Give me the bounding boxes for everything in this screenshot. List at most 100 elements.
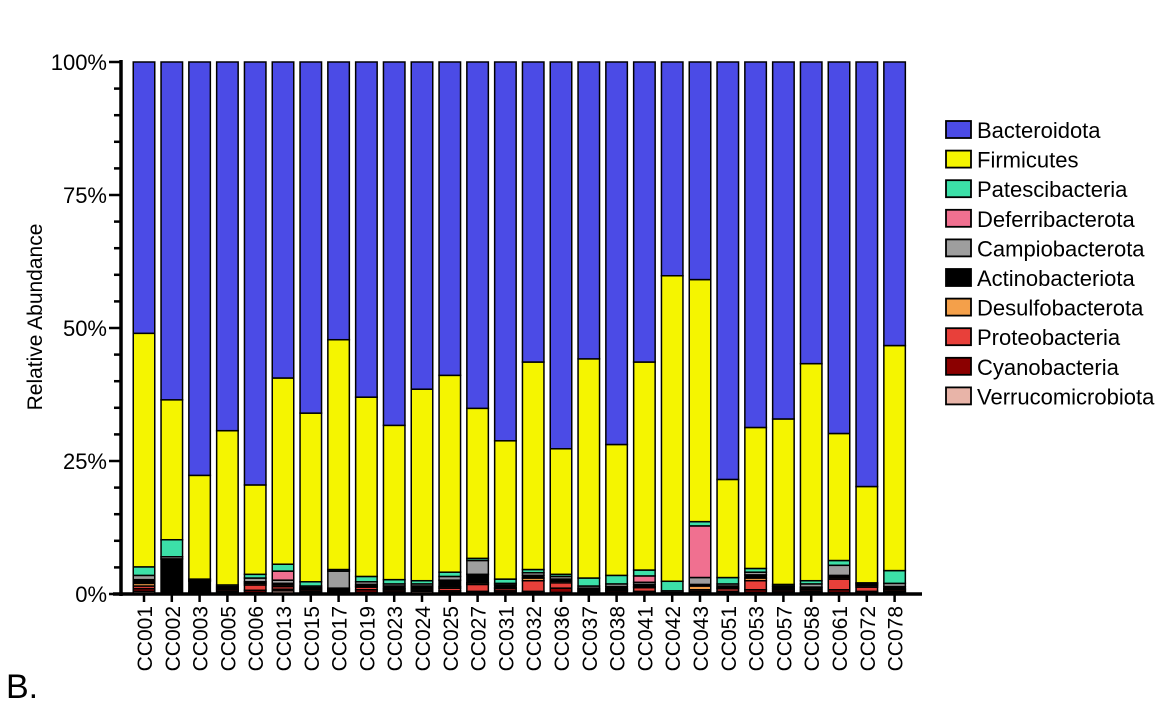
- x-tick-label: CC057: [773, 606, 796, 671]
- legend-swatch-desulfobacterota: [945, 297, 972, 317]
- bar-segment-CC072-bacteroidota: [855, 61, 879, 488]
- bar-segment-CC017-bacteroidota: [327, 61, 351, 341]
- bar-segment-CC037-firmicutes: [577, 358, 601, 579]
- bar-CC037: [577, 61, 601, 595]
- bar-segment-CC006-bacteroidota: [243, 61, 267, 486]
- x-tick-label: CC024: [412, 606, 435, 672]
- bar-segment-CC078-bacteroidota: [883, 61, 907, 347]
- legend-swatch-campiobacterota: [945, 238, 972, 258]
- legend-label-verrucomicrobiota: Verrucomicrobiota: [977, 384, 1155, 409]
- x-tick-label: CC061: [829, 606, 852, 671]
- bar-segment-CC025-firmicutes: [438, 374, 462, 573]
- bar-segment-CC058-firmicutes: [799, 362, 823, 582]
- legend-swatch-actinobacteriota: [945, 268, 972, 287]
- bar-segment-CC043-firmicutes: [688, 278, 712, 523]
- x-tick-label: CC031: [495, 606, 518, 671]
- legend-swatch-verrucomicrobiota: [945, 386, 972, 406]
- bar-segment-CC037-patescibacteria: [577, 577, 601, 587]
- bar-segment-CC061-proteobacteria: [827, 578, 851, 591]
- bar-segment-CC027-firmicutes: [466, 407, 490, 560]
- legend-swatch-patescibacteria: [945, 179, 972, 199]
- bar-segment-CC041-deferribacterota: [632, 575, 656, 584]
- bar-segment-CC036-proteobacteria: [549, 582, 573, 589]
- bar-segment-CC031-bacteroidota: [493, 61, 517, 442]
- bar-CC041: [632, 61, 656, 595]
- bar-segment-CC051-patescibacteria: [716, 576, 740, 585]
- bar-segment-CC013-bacteroidota: [271, 61, 295, 379]
- bar-CC013: [271, 61, 295, 595]
- bar-segment-CC023-firmicutes: [382, 424, 406, 581]
- bar-CC078: [883, 61, 907, 595]
- bar-CC006: [243, 61, 267, 595]
- x-tick-label: CC019: [356, 606, 379, 671]
- bar-segment-CC041-firmicutes: [632, 361, 656, 571]
- x-tick-label: CC027: [468, 606, 491, 671]
- bar-segment-CC025-actinobacteriota: [438, 579, 462, 588]
- legend-swatch-cyanobacteria: [945, 356, 972, 376]
- bar-segment-CC031-firmicutes: [493, 440, 517, 580]
- bar-segment-CC036-firmicutes: [549, 448, 573, 576]
- bar-segment-CC002-actinobacteriota: [160, 558, 184, 595]
- bar-segment-CC001-bacteroidota: [132, 61, 156, 335]
- bar-segment-CC019-firmicutes: [354, 396, 378, 578]
- legend-label-firmicutes: Firmicutes: [977, 148, 1078, 173]
- bar-segment-CC041-bacteroidota: [632, 61, 656, 363]
- bar-segment-CC005-firmicutes: [215, 429, 239, 586]
- bar-CC017: [327, 61, 351, 595]
- y-axis-label: Relative Abundance: [24, 224, 47, 411]
- bar-CC015: [299, 61, 323, 595]
- x-tick-label: CC001: [134, 606, 157, 671]
- bar-segment-CC036-bacteroidota: [549, 61, 573, 450]
- bars-layer: [132, 61, 907, 595]
- bar-segment-CC042-firmicutes: [660, 275, 684, 583]
- bar-segment-CC072-firmicutes: [855, 485, 879, 584]
- x-tick-label: CC042: [662, 606, 685, 671]
- x-tick-label: CC006: [245, 606, 268, 671]
- panel-label: B.: [6, 668, 39, 706]
- y-tick-label: 25%: [63, 449, 107, 474]
- bar-CC027: [466, 61, 490, 595]
- bar-segment-CC027-actinobacteriota: [466, 573, 490, 584]
- bar-segment-CC019-bacteroidota: [354, 61, 378, 398]
- bar-segment-CC043-campiobacterota: [688, 576, 712, 586]
- x-tick-label: CC051: [718, 606, 741, 671]
- bar-segment-CC027-campiobacterota: [466, 559, 490, 576]
- x-tick-label: CC032: [523, 606, 546, 671]
- bar-segment-CC032-proteobacteria: [521, 579, 545, 593]
- bar-CC005: [215, 61, 239, 595]
- bar-segment-CC003-bacteroidota: [188, 61, 212, 477]
- bar-segment-CC003-actinobacteriota: [188, 580, 212, 593]
- legend-swatch-bacteroidota: [945, 120, 972, 139]
- bar-CC001: [132, 61, 156, 595]
- bar-segment-CC037-bacteroidota: [577, 61, 601, 360]
- bar-segment-CC023-bacteroidota: [382, 61, 406, 427]
- bar-segment-CC032-firmicutes: [521, 361, 545, 571]
- bar-segment-CC015-bacteroidota: [299, 61, 323, 414]
- x-tick-label: CC002: [162, 606, 185, 671]
- bar-segment-CC042-patescibacteria: [660, 580, 684, 592]
- bar-segment-CC027-bacteroidota: [466, 61, 490, 410]
- axes-layer: [109, 60, 922, 602]
- bar-CC036: [549, 61, 573, 595]
- bar-CC019: [354, 61, 378, 595]
- bar-segment-CC024-firmicutes: [410, 388, 434, 582]
- bar-CC058: [799, 61, 823, 595]
- x-tick-label: CC038: [607, 606, 630, 671]
- legend-label-campiobacterota: Campiobacterota: [977, 236, 1145, 261]
- bar-segment-CC061-bacteroidota: [827, 61, 851, 435]
- bar-segment-CC042-bacteroidota: [660, 61, 684, 277]
- bar-CC031: [493, 61, 517, 595]
- bar-segment-CC002-patescibacteria: [160, 538, 184, 558]
- bar-segment-CC053-proteobacteria: [744, 579, 768, 591]
- bar-segment-CC078-patescibacteria: [883, 569, 907, 585]
- x-tick-label: CC043: [690, 606, 713, 671]
- bar-CC024: [410, 61, 434, 595]
- bar-segment-CC013-firmicutes: [271, 377, 295, 565]
- y-tick-label: 100%: [51, 50, 107, 75]
- x-tick-label: CC025: [440, 606, 463, 671]
- legend-label-proteobacteria: Proteobacteria: [977, 325, 1121, 350]
- bar-CC023: [382, 61, 406, 595]
- legend-swatch-deferribacterota: [945, 208, 972, 228]
- bar-segment-CC025-bacteroidota: [438, 61, 462, 377]
- legend-label-bacteroidota: Bacteroidota: [977, 118, 1101, 143]
